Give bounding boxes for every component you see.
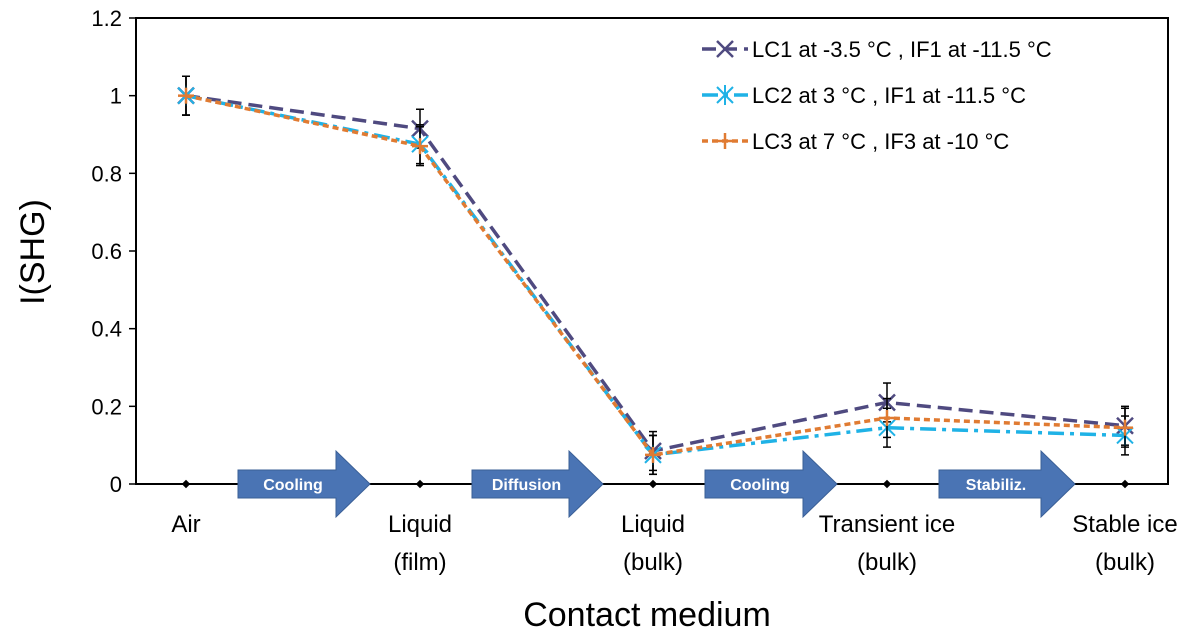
legend-item: LC2 at 3 °C , IF1 at -11.5 °C [702, 83, 1026, 108]
axes: 0 0.2 0.4 0.6 0.8 1 1.2 Air Liquid (film) Liquid (b… [91, 6, 1177, 576]
y-tick-label: 0.8 [91, 161, 122, 186]
zero-marker [1120, 479, 1130, 489]
y-tick-label: 0.6 [91, 239, 122, 264]
process-arrow [471, 449, 604, 519]
data-point [716, 85, 734, 105]
series-group [177, 75, 1134, 476]
x-category-label: (film) [393, 549, 446, 576]
process-arrow-label: Cooling [263, 477, 323, 494]
x-category-label: Air [171, 511, 200, 538]
x-category-label: (bulk) [857, 549, 917, 576]
x-category-label: Liquid [621, 511, 685, 538]
data-point [1117, 419, 1133, 436]
data-point [716, 40, 734, 58]
data-point [717, 133, 733, 149]
process-arrow-label: Stabiliz. [966, 477, 1026, 494]
y-tick-label: 1 [110, 84, 122, 109]
zero-marker [648, 479, 658, 489]
process-arrow-label: Diffusion [492, 477, 561, 494]
process-arrow [237, 449, 371, 519]
legend-label: LC1 at -3.5 °C , IF1 at -11.5 °C [752, 37, 1052, 62]
x-category-label: (bulk) [1095, 549, 1155, 576]
legend-label: LC2 at 3 °C , IF1 at -11.5 °C [752, 83, 1026, 108]
y-axis-title: I(SHG) [14, 199, 52, 305]
x-category-label: Transient ice [819, 511, 956, 538]
legend-label: LC3 at 7 °C , IF3 at -10 °C [752, 129, 1009, 154]
x-axis-title: Contact medium [523, 596, 771, 634]
process-arrows: Cooling Diffusion Cooling Stabiliz. [237, 449, 1076, 519]
data-point [879, 409, 895, 426]
x-category-label: Liquid [388, 511, 452, 538]
series-line [185, 93, 1126, 457]
series-line [185, 93, 1126, 457]
series-3 [178, 75, 1133, 476]
data-point [178, 87, 194, 104]
process-arrow-label: Cooling [730, 477, 790, 494]
data-point [645, 446, 661, 463]
y-tick-label: 0 [110, 472, 122, 497]
process-arrow [704, 449, 838, 519]
y-tick-label: 0.4 [91, 317, 122, 342]
zero-marker [415, 479, 425, 489]
data-point [412, 138, 428, 155]
y-tick-label: 0.2 [91, 394, 122, 419]
x-category-label: Stable ice [1072, 511, 1177, 538]
zero-marker [181, 479, 191, 489]
legend-item: LC1 at -3.5 °C , IF1 at -11.5 °C [702, 37, 1052, 62]
zero-marker [882, 479, 892, 489]
legend: LC1 at -3.5 °C , IF1 at -11.5 °C LC2 at 3… [702, 37, 1052, 154]
y-tick-label: 1.2 [91, 6, 122, 31]
process-arrow [938, 449, 1076, 519]
x-category-label: (bulk) [623, 549, 683, 576]
legend-item: LC3 at 7 °C , IF3 at -10 °C [702, 129, 1009, 154]
